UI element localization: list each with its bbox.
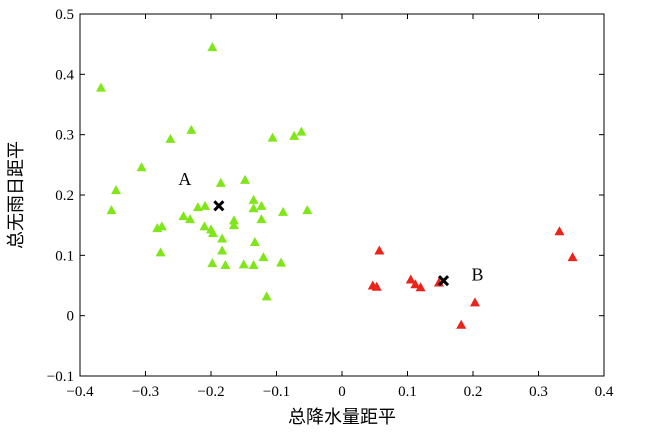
data-point-series-1 (200, 200, 211, 210)
y-tick-label: 0.5 (55, 7, 74, 23)
y-tick-label: 0.3 (55, 128, 74, 144)
y-tick-label: 0.2 (55, 188, 74, 204)
x-tick-label: −0.4 (66, 384, 94, 400)
y-axis: −0.1 0 0.1 0.2 0.3 0.4 0.5 (47, 7, 604, 385)
data-point-series-1 (207, 42, 218, 52)
data-point-series-2 (371, 281, 382, 291)
data-point-series-1 (192, 202, 203, 212)
data-point-series-2 (469, 297, 480, 307)
data-point-series-1 (228, 220, 239, 230)
x-tick-label: 0.2 (464, 384, 483, 400)
data-point-series-1 (276, 257, 287, 267)
data-point-series-1 (228, 215, 239, 225)
data-point-series-1 (111, 185, 122, 195)
data-point-series-1 (248, 259, 259, 269)
plot-frame (79, 13, 605, 377)
data-point-series-1 (256, 214, 267, 224)
data-point-series-2 (456, 319, 467, 329)
data-point-series-1 (302, 205, 313, 215)
data-point-series-1 (215, 177, 226, 187)
y-tick-label: 0.1 (55, 248, 74, 264)
x-tick-label: 0.3 (529, 384, 548, 400)
data-point-series-1 (185, 214, 196, 224)
data-point-series-2 (374, 245, 385, 255)
data-point-series-1 (240, 174, 251, 184)
x-tick-label: 0.1 (398, 384, 417, 400)
data-point-series-2 (405, 274, 416, 284)
x-tick-label: 0.4 (595, 384, 614, 400)
data-point-series-1 (106, 205, 117, 215)
data-point-series-1 (178, 211, 189, 221)
y-tick-label: −0.1 (47, 369, 74, 385)
centroid-marker (437, 275, 450, 287)
data-point-series-2 (554, 226, 565, 236)
centroid-label: B (472, 265, 484, 285)
data-point-series-1 (256, 200, 267, 210)
data-point-series-1 (207, 228, 218, 238)
data-point-series-1 (289, 130, 300, 140)
data-point-series-1 (165, 133, 176, 143)
centroid-marker (213, 200, 225, 212)
data-point-series-1 (186, 124, 197, 134)
data-point-series-1 (261, 291, 272, 301)
data-point-series-2 (410, 279, 421, 289)
data-point-series-1 (152, 223, 163, 233)
y-tick-label: 0.4 (55, 67, 74, 83)
data-point-series-1 (217, 233, 228, 243)
data-point-series-1 (249, 237, 260, 247)
data-point-series-2 (415, 282, 426, 292)
data-point-series-1 (136, 162, 147, 172)
data-point-series-1 (248, 203, 259, 213)
data-point-series-1 (217, 245, 228, 255)
data-point-series-1 (248, 194, 259, 204)
data-point-series-1 (278, 206, 289, 216)
x-axis: −0.4 −0.3 −0.2 −0.1 0 0.1 0.2 0.3 0.4 (66, 14, 614, 400)
data-point-series-1 (258, 252, 269, 262)
data-point-series-1 (199, 221, 210, 231)
data-point-series-2 (567, 252, 578, 262)
cluster-centroids: AB (178, 169, 484, 287)
y-axis-label: 总无雨日距平 (6, 141, 27, 249)
y-tick-label: 0 (67, 309, 75, 325)
x-tick-label: −0.2 (197, 384, 224, 400)
data-point-series-1 (296, 126, 307, 136)
x-tick-label: −0.1 (263, 384, 290, 400)
data-point-series-1 (207, 258, 218, 268)
data-point-series-1 (95, 82, 106, 92)
x-axis-label: 总降水量距平 (288, 407, 396, 428)
data-point-series-1 (155, 247, 166, 257)
x-tick-label: −0.3 (132, 384, 159, 400)
data-points (95, 42, 578, 329)
centroid-label: A (178, 169, 191, 189)
data-point-series-1 (220, 259, 231, 269)
x-tick-label: 0 (338, 384, 346, 400)
data-point-series-1 (238, 259, 249, 269)
data-point-series-1 (267, 132, 278, 142)
